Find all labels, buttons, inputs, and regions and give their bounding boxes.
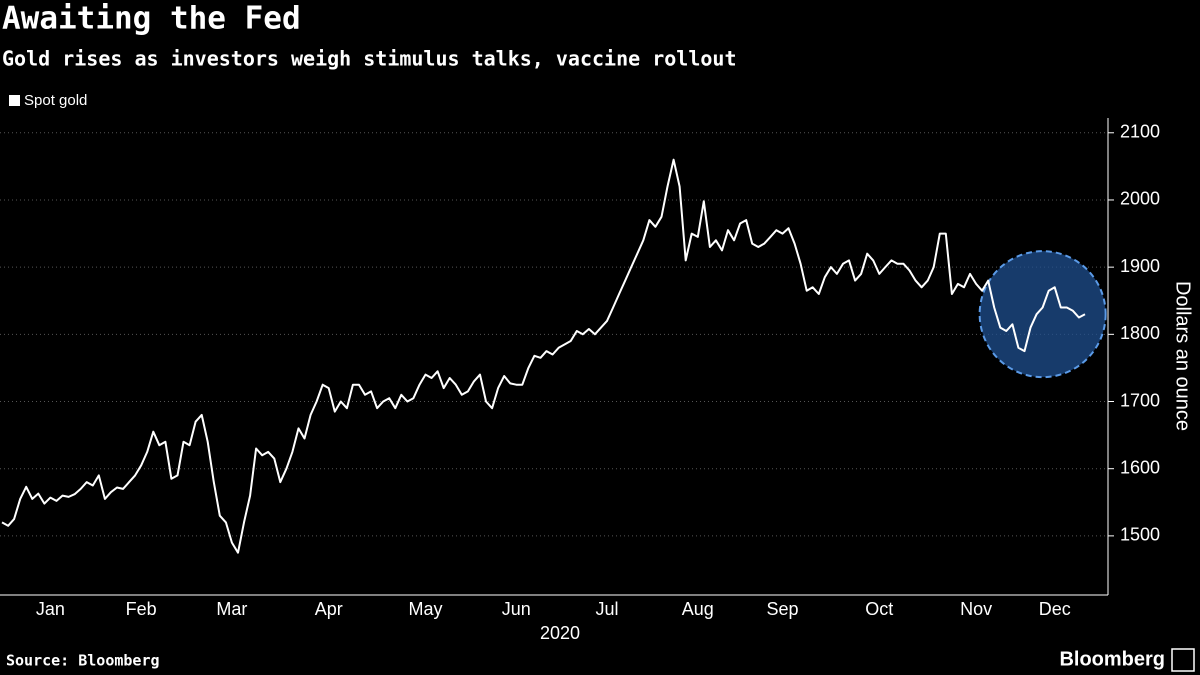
brand-icon bbox=[1171, 648, 1195, 672]
x-tick-label: Oct bbox=[865, 599, 893, 619]
line-series bbox=[1, 158, 1086, 554]
y-tick-label: 1500 bbox=[1120, 525, 1160, 545]
chart-title: Awaiting the Fed bbox=[2, 1, 301, 37]
y-tick-label: 2100 bbox=[1120, 122, 1160, 142]
x-tick-label: Feb bbox=[126, 599, 157, 619]
chart-subtitle: Gold rises as investors weigh stimulus t… bbox=[2, 47, 737, 71]
legend-label: Spot gold bbox=[24, 92, 87, 109]
source: Source: Bloomberg bbox=[6, 652, 160, 670]
x-tick-label: Jan bbox=[36, 599, 65, 619]
legend-swatch bbox=[9, 95, 20, 106]
y-tick-label: 1800 bbox=[1120, 323, 1160, 343]
x-tick-label: May bbox=[409, 599, 443, 619]
x-tick-label: Mar bbox=[216, 599, 247, 619]
x-tick-label: Jul bbox=[596, 599, 619, 619]
x-tick-label: Jun bbox=[502, 599, 531, 619]
x-axis-label: 2020 bbox=[540, 623, 580, 643]
x-tick-label: Apr bbox=[315, 599, 343, 619]
y-axis-label: Dollars an ounce bbox=[1172, 281, 1194, 431]
brand: Bloomberg bbox=[1059, 648, 1165, 670]
x-tick-label: Nov bbox=[960, 599, 992, 619]
x-tick-label: Sep bbox=[766, 599, 798, 619]
y-tick-label: 1700 bbox=[1120, 390, 1160, 410]
x-tick-label: Dec bbox=[1039, 599, 1071, 619]
y-tick-label: 2000 bbox=[1120, 189, 1160, 209]
highlight-circle bbox=[978, 250, 1107, 379]
y-tick-label: 1600 bbox=[1120, 457, 1160, 477]
y-tick-label: 1900 bbox=[1120, 256, 1160, 276]
x-tick-label: Aug bbox=[682, 599, 714, 619]
